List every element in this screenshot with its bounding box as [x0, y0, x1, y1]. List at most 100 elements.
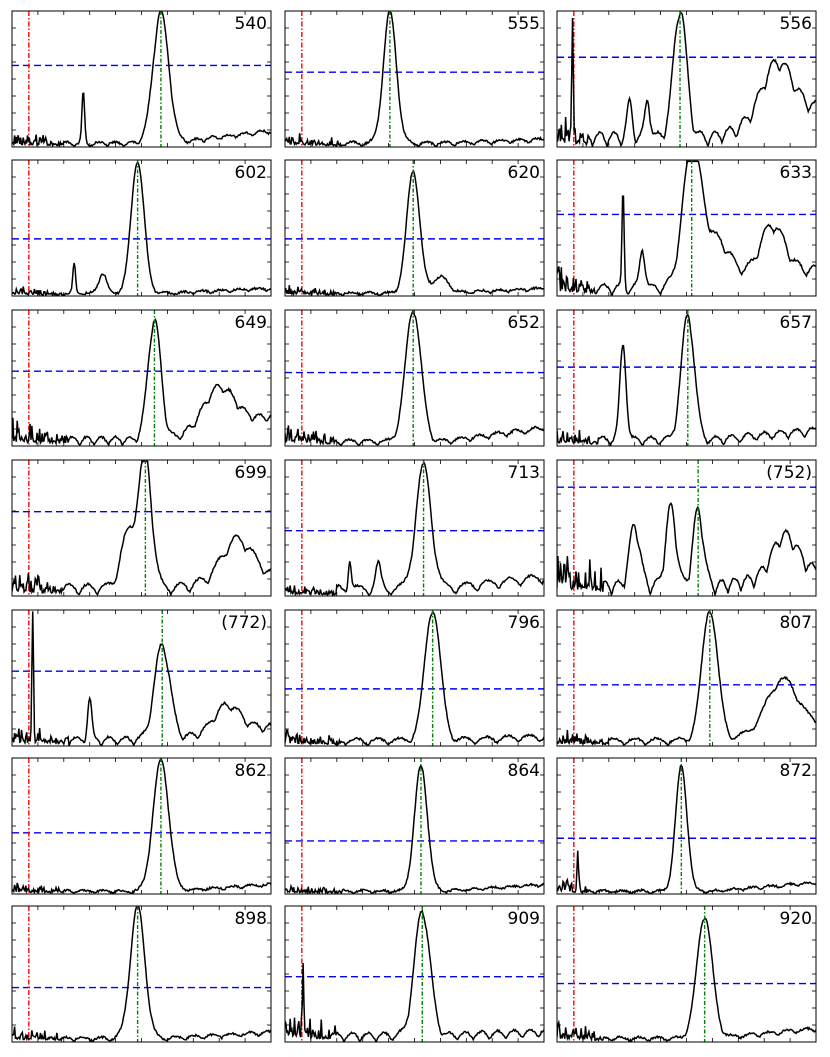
panel-17: 872 [556, 757, 817, 895]
panel-label: (752) [766, 463, 812, 483]
periodogram-curve [557, 610, 816, 746]
plot-area [285, 610, 544, 746]
panel-16: 864 [284, 757, 545, 895]
panel-15: 862 [11, 757, 272, 895]
panel-label: 652 [508, 313, 540, 333]
panel-1: 555 [284, 10, 545, 148]
panel-2: 556 [556, 10, 817, 148]
ticks [12, 160, 271, 296]
plot-area [12, 758, 271, 894]
panel-frame [284, 609, 545, 747]
periodogram-curve [12, 11, 271, 147]
ticks [12, 310, 271, 446]
panel-0: 540 [11, 10, 272, 148]
plot-area [285, 758, 544, 894]
panel-frame [556, 10, 817, 148]
plot-area [557, 610, 816, 746]
plot-area [12, 160, 271, 296]
panel-label: 699 [235, 463, 267, 483]
periodogram-curve [557, 11, 816, 147]
plot-area [285, 160, 544, 296]
plot-area [557, 906, 816, 1042]
ticks [557, 758, 816, 894]
plot-area [285, 11, 544, 147]
periodogram-curve [12, 758, 271, 894]
ticks [12, 758, 271, 894]
panel-label: 872 [780, 761, 812, 781]
periodogram-curve [285, 460, 544, 596]
ticks [285, 906, 544, 1042]
panel-frame [284, 10, 545, 148]
panel-5: 633 [556, 159, 817, 297]
periodogram-curve [12, 317, 271, 446]
panel-10: 713 [284, 459, 545, 597]
panel-label: 633 [780, 163, 812, 183]
panel-label: 657 [780, 313, 812, 333]
ticks [557, 11, 816, 147]
ticks [285, 160, 544, 296]
panel-frame [556, 905, 817, 1043]
panel-label: 555 [508, 14, 540, 34]
plot-area [12, 906, 271, 1042]
panel-8: 657 [556, 309, 817, 447]
panel-label: 713 [508, 463, 540, 483]
ticks [285, 310, 544, 446]
panel-frame [284, 757, 545, 895]
periodogram-curve [557, 502, 816, 596]
ticks [557, 610, 816, 746]
panel-frame [284, 309, 545, 447]
panel-frame [11, 459, 272, 597]
panel-label: 556 [780, 14, 812, 34]
panel-label: 864 [508, 761, 540, 781]
panel-18: 898 [11, 905, 272, 1043]
panel-20: 920 [556, 905, 817, 1043]
plot-area [557, 758, 816, 894]
periodogram-curve [557, 917, 816, 1042]
plot-area [12, 610, 271, 746]
periodogram-curve [557, 160, 816, 296]
ticks [285, 11, 544, 147]
panel-frame [556, 757, 817, 895]
ticks [285, 460, 544, 596]
panel-9: 699 [11, 459, 272, 597]
panel-3: 602 [11, 159, 272, 297]
plot-area [285, 310, 544, 446]
panel-frame [556, 309, 817, 447]
panel-label: 898 [235, 909, 267, 929]
panel-label: (772) [221, 613, 267, 633]
periodogram-curve [285, 11, 544, 147]
periodogram-curve [285, 310, 544, 446]
panel-12: (772) [11, 609, 272, 747]
panel-label: 909 [508, 909, 540, 929]
ticks [557, 460, 816, 596]
ticks [12, 460, 271, 596]
panel-4: 620 [284, 159, 545, 297]
panel-19: 909 [284, 905, 545, 1043]
periodogram-curve [557, 314, 816, 446]
plot-area [557, 11, 816, 147]
panel-label: 807 [780, 613, 812, 633]
plot-area [12, 310, 271, 446]
panel-label: 540 [235, 14, 267, 34]
periodogram-curve [12, 611, 271, 746]
plot-area [12, 11, 271, 147]
plot-area [557, 460, 816, 596]
panel-7: 652 [284, 309, 545, 447]
panel-label: 920 [780, 909, 812, 929]
ticks [12, 610, 271, 746]
panel-frame [556, 609, 817, 747]
panel-label: 796 [508, 613, 540, 633]
panel-label: 649 [235, 313, 267, 333]
ticks [12, 11, 271, 147]
periodogram-curve [12, 906, 271, 1042]
panel-frame [284, 905, 545, 1043]
panel-frame [11, 757, 272, 895]
panel-label: 862 [235, 761, 267, 781]
panel-frame [284, 159, 545, 297]
ticks [12, 906, 271, 1042]
ticks [557, 906, 816, 1042]
panel-6: 649 [11, 309, 272, 447]
panel-label: 602 [235, 163, 267, 183]
panel-11: (752) [556, 459, 817, 597]
